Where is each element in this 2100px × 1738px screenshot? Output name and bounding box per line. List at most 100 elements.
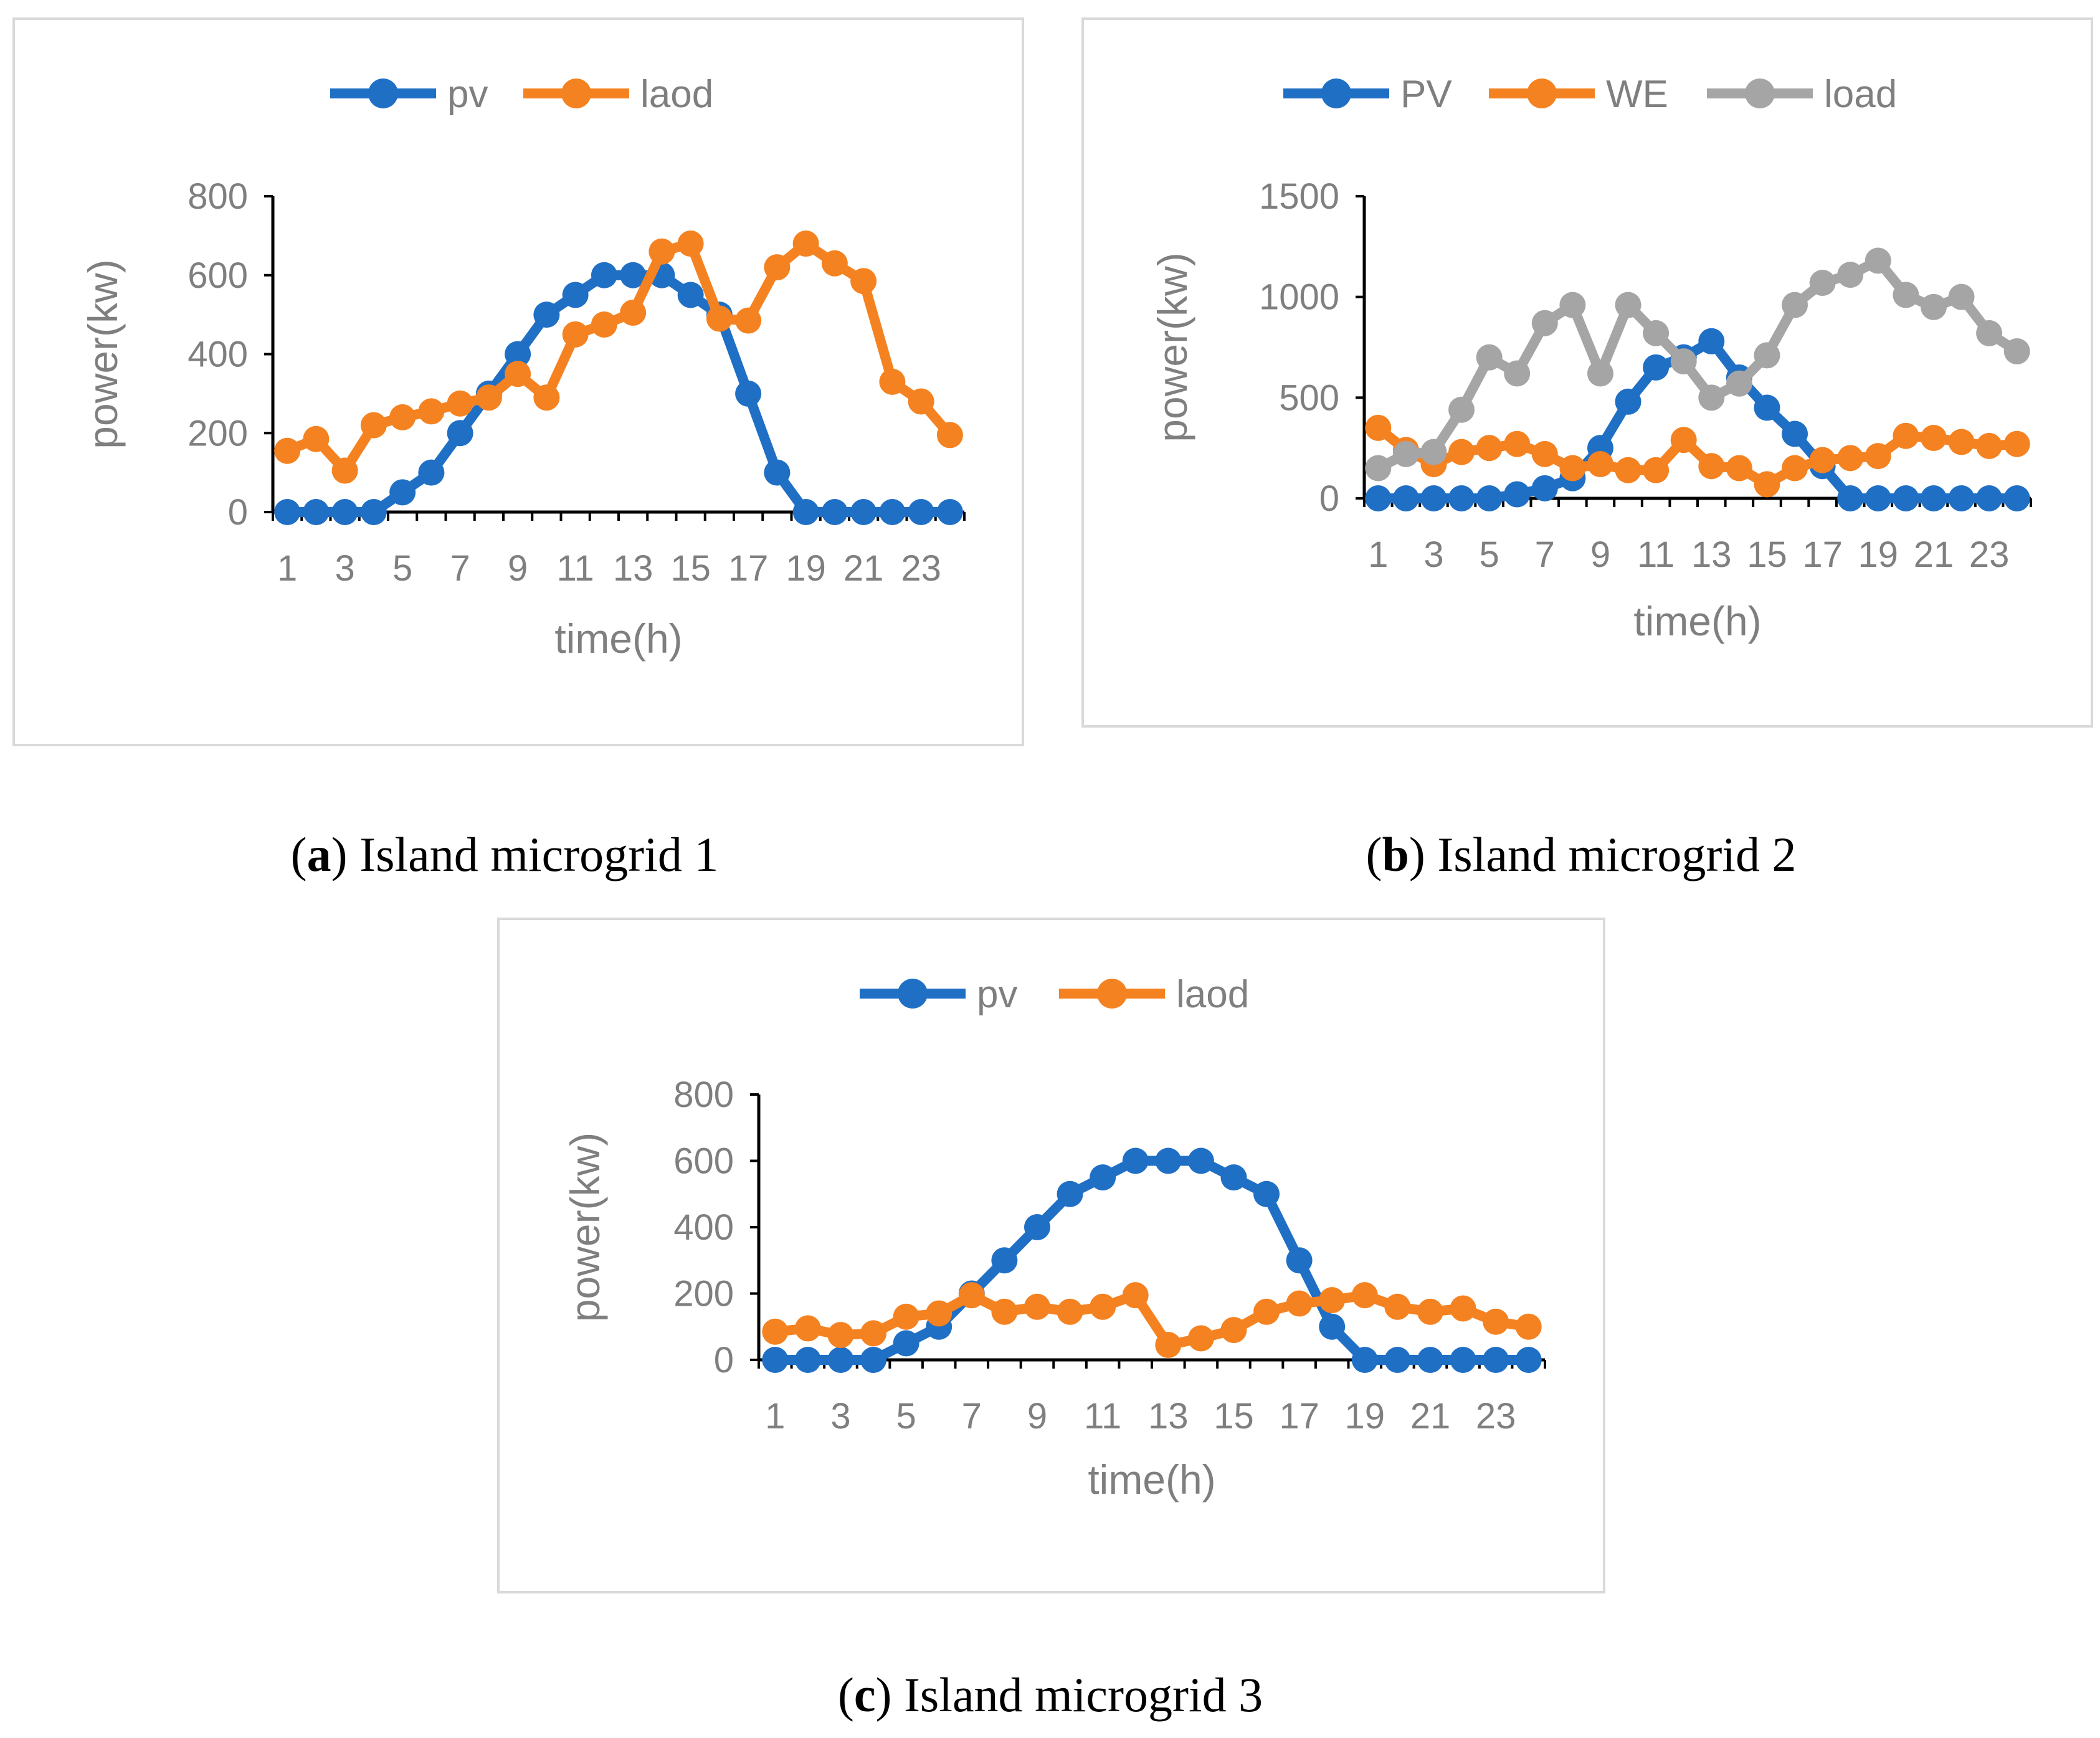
chart2-pv-point-10	[1615, 388, 1642, 415]
chart3-pv-point-22	[1450, 1347, 1476, 1373]
chart2-x-axis-title: time(h)	[1633, 598, 1761, 644]
chart2-pv-point-24	[2003, 485, 2030, 511]
chart2-pv-point-15	[1754, 394, 1780, 421]
chart3-pv-point-8	[991, 1247, 1018, 1274]
caption-b-text: Island microgrid 2	[1437, 827, 1796, 881]
chart1-pv-point-3	[331, 499, 358, 525]
chart2-load-point-23	[1976, 320, 2003, 346]
chart2-load-point-9	[1587, 360, 1613, 387]
chart3-xtick-label: 13	[1148, 1396, 1189, 1436]
chart2-load-point-5	[1476, 344, 1503, 371]
chart2-xtick-label: 7	[1535, 534, 1555, 575]
chart1-laod-point-4	[360, 412, 387, 439]
chart2-frame	[1081, 17, 2093, 728]
chart2-load-point-12	[1670, 348, 1697, 375]
chart1-legend-laod-label: laod	[640, 73, 713, 116]
chart1-xtick-label: 15	[670, 548, 711, 589]
chart2-we-point-21	[1920, 425, 1947, 451]
chart1-pv-point-19	[792, 499, 819, 525]
chart1-pv-point-10	[533, 302, 560, 328]
chart3-laod-point-2	[794, 1315, 821, 1342]
caption-c-letter: c	[854, 1668, 876, 1722]
chart1-pv-point-5	[389, 479, 416, 506]
chart1-laod-point-18	[764, 254, 791, 281]
caption-c-text: Island microgrid 3	[904, 1668, 1263, 1722]
chart3-pv-point-15	[1220, 1164, 1247, 1191]
chart3-pv-point-5	[893, 1330, 919, 1357]
chart2-xtick-label: 9	[1590, 534, 1610, 575]
chart1-xtick-label: 9	[508, 548, 528, 589]
chart2-pv-point-16	[1782, 420, 1808, 447]
chart1-ytick-label: 0	[228, 492, 248, 533]
chart1-laod-point-13	[620, 299, 647, 326]
chart3-pv-point-13	[1155, 1147, 1182, 1174]
chart3-xtick-label: 3	[830, 1396, 850, 1436]
chart1-laod-point-15	[677, 230, 704, 257]
chart2-we-point-5	[1476, 435, 1503, 462]
chart3-ytick-label: 400	[673, 1207, 734, 1248]
chart2-load-point-4	[1448, 396, 1475, 423]
chart2-ytick-label: 0	[1319, 478, 1339, 519]
chart3-laod-point-3	[827, 1322, 854, 1349]
chart1-xtick-label: 21	[843, 548, 884, 589]
chart2-pv-point-18	[1837, 485, 1864, 511]
chart3-xtick-label: 23	[1476, 1396, 1516, 1436]
chart1-xtick-label: 1	[277, 548, 297, 589]
chart3-xtick-label: 1	[765, 1396, 785, 1436]
chart2-we-point-15	[1754, 471, 1780, 498]
chart2-load-point-8	[1559, 292, 1586, 318]
chart3-laod-point-10	[1057, 1298, 1083, 1325]
chart1-laod-point-7	[447, 390, 473, 417]
chart2-xtick-label: 21	[1914, 534, 1954, 575]
chart2-legend-pv-marker	[1321, 78, 1351, 108]
chart1-pv-point-11	[562, 282, 589, 308]
chart3-pv-point-16	[1253, 1180, 1280, 1207]
chart2-pv-point-3	[1420, 485, 1447, 511]
chart1-xtick-label: 19	[786, 548, 826, 589]
chart2-ytick-label: 1500	[1259, 176, 1339, 217]
chart2-legend-pv-label: PV	[1400, 73, 1452, 116]
chart2-pv-point-5	[1476, 485, 1503, 511]
caption-a-text: Island microgrid 1	[359, 827, 718, 881]
chart2-xtick-label: 13	[1691, 534, 1732, 575]
chart1-xtick-label: 5	[392, 548, 412, 589]
chart3-ytick-label: 800	[673, 1075, 734, 1115]
chart1-pv-point-23	[908, 499, 934, 525]
chart3-ytick-label: 0	[714, 1340, 734, 1380]
chart3-ytick-label: 200	[673, 1274, 734, 1314]
chart1-laod-point-21	[850, 268, 877, 295]
chart2-we-point-24	[2003, 430, 2030, 457]
chart2-load-point-19	[1865, 247, 1891, 274]
chart2-load-point-20	[1893, 282, 1919, 308]
chart1-xtick-label: 11	[557, 548, 594, 589]
chart2-pv-point-2	[1392, 485, 1419, 511]
chart1-laod-point-8	[475, 384, 502, 411]
chart2-load-point-18	[1837, 262, 1864, 288]
chart1-laod-point-23	[908, 388, 934, 415]
caption-a: (a) Island microgrid 1	[291, 827, 719, 881]
chart2-legend-we-marker	[1527, 78, 1557, 108]
chart2-we-point-19	[1865, 443, 1891, 470]
chart2-we-point-23	[1976, 432, 2003, 459]
chart3-xtick-label: 21	[1410, 1396, 1451, 1436]
chart2-ytick-label: 500	[1279, 378, 1339, 418]
chart3-pv-point-12	[1122, 1147, 1149, 1174]
chart3-laod-point-15	[1220, 1317, 1247, 1344]
chart2-we-point-18	[1837, 445, 1864, 472]
chart1-laod-point-20	[821, 250, 848, 277]
chart3-laod-point-23	[1483, 1308, 1509, 1335]
chart2-we-point-17	[1809, 447, 1836, 473]
chart2-we-point-12	[1670, 427, 1697, 453]
chart2-we-point-8	[1559, 455, 1586, 482]
chart1-ytick-label: 800	[188, 176, 248, 217]
chart2-pv-point-21	[1920, 485, 1947, 511]
chart2-load-point-3	[1420, 439, 1447, 465]
chart3-laod-point-18	[1319, 1287, 1346, 1314]
chart3-xtick-label: 15	[1214, 1396, 1254, 1436]
chart1-laod-point-3	[331, 457, 358, 484]
chart2-pv-point-6	[1504, 481, 1531, 508]
chart3-laod-point-16	[1253, 1298, 1280, 1325]
chart1-laod-point-17	[735, 307, 762, 334]
